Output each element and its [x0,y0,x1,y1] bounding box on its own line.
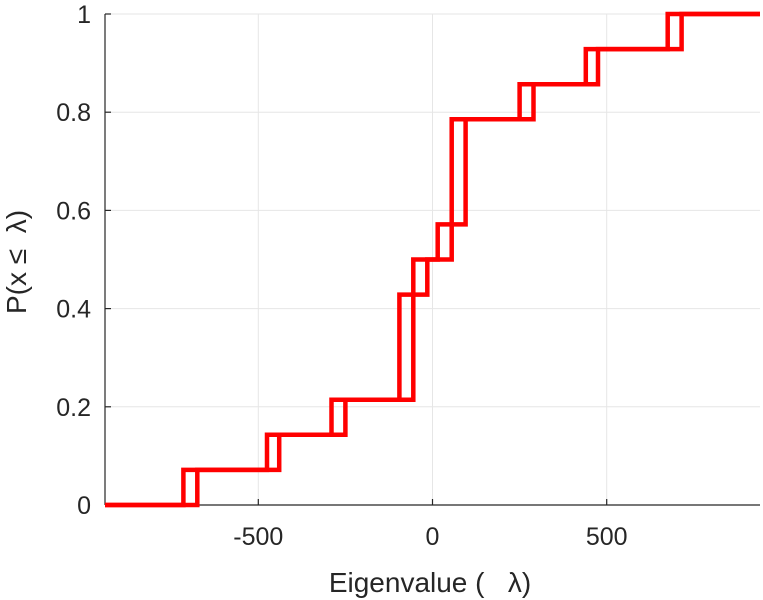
series-group [105,11,760,508]
ticks: -500 0 500 0 0.2 0.4 0.6 0.8 1 [56,1,627,551]
y-axis-label: P(x ≤ λ) [1,210,32,314]
y-tick-label: 0 [77,492,91,520]
x-axis-label: Eigenvalue ( λ) [329,567,531,598]
ecdf-series-line-2 [105,11,760,508]
x-tick-label: -500 [233,523,283,551]
y-tick-label: 0.4 [56,296,91,324]
y-tick-label: 1 [77,1,91,29]
y-tick-label: 0.2 [56,394,91,422]
x-tick-label: 500 [586,523,628,551]
y-tick-label: 0.8 [56,99,91,127]
y-tick-label: 0.6 [56,197,91,225]
x-tick-label: 0 [426,523,440,551]
